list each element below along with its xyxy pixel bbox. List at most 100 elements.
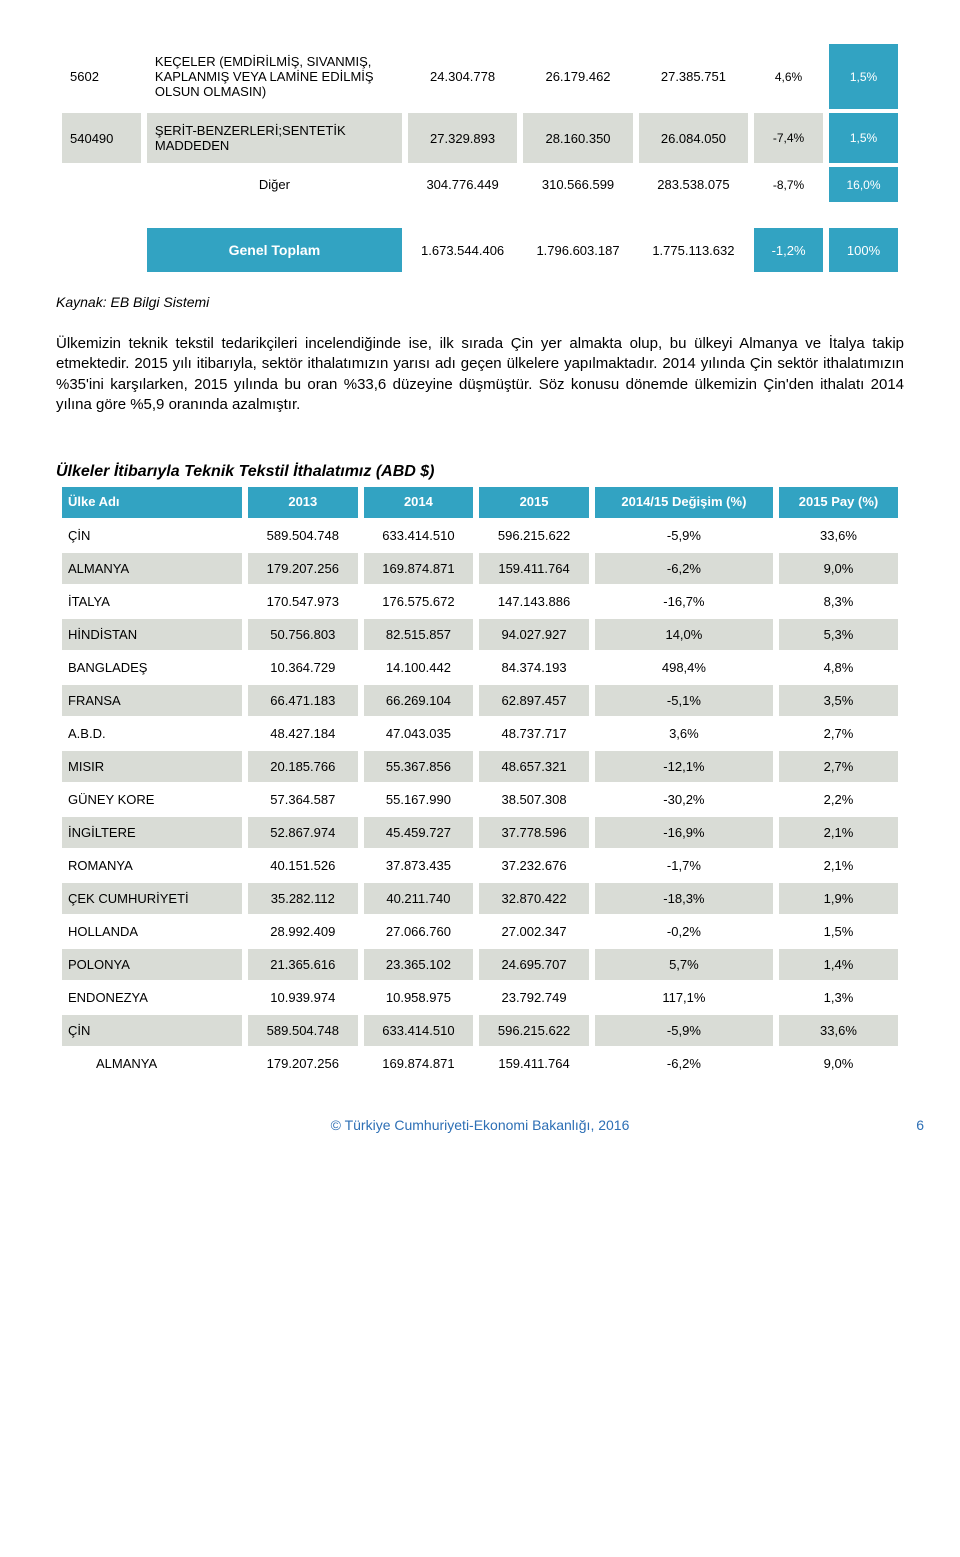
cell-value: 35.282.112 bbox=[248, 883, 358, 914]
cell-value: 66.471.183 bbox=[248, 685, 358, 716]
totals-row: Genel Toplam1.673.544.4061.796.603.1871.… bbox=[62, 228, 898, 272]
cell-value: -0,2% bbox=[595, 916, 773, 947]
cell-value: -1,7% bbox=[595, 850, 773, 881]
cell-country: ROMANYA bbox=[62, 850, 242, 881]
col-2014: 2014 bbox=[364, 487, 474, 518]
table-row: Diğer304.776.449310.566.599283.538.075-8… bbox=[62, 167, 898, 202]
cell-share: 16,0% bbox=[829, 167, 898, 202]
cell-value: 52.867.974 bbox=[248, 817, 358, 848]
table2-title: Ülkeler İtibarıyla Teknik Tekstil İthala… bbox=[56, 463, 904, 481]
cell-value: 28.992.409 bbox=[248, 916, 358, 947]
cell-value: 169.874.871 bbox=[364, 553, 474, 584]
cell-country: İTALYA bbox=[62, 586, 242, 617]
cell-value: 596.215.622 bbox=[479, 520, 589, 551]
cell-value: 24.304.778 bbox=[408, 44, 517, 109]
cell-desc: KEÇELER (EMDİRİLMİŞ, SIVANMIŞ, KAPLANMIŞ… bbox=[147, 44, 402, 109]
cell-code bbox=[62, 167, 141, 202]
cell-value: 117,1% bbox=[595, 982, 773, 1013]
table-row: A.B.D.48.427.18447.043.03548.737.7173,6%… bbox=[62, 718, 898, 749]
col-2013: 2013 bbox=[248, 487, 358, 518]
cell-value: -5,1% bbox=[595, 685, 773, 716]
cell-country: ENDONEZYA bbox=[62, 982, 242, 1013]
cell-value: 596.215.622 bbox=[479, 1015, 589, 1046]
cell-value: 48.737.717 bbox=[479, 718, 589, 749]
cell-value: 179.207.256 bbox=[248, 1048, 358, 1079]
totals-value: 1.673.544.406 bbox=[408, 228, 517, 272]
cell-value: 24.695.707 bbox=[479, 949, 589, 980]
cell-value: 9,0% bbox=[779, 553, 898, 584]
cell-value: 40.151.526 bbox=[248, 850, 358, 881]
cell-change: -7,4% bbox=[754, 113, 823, 163]
cell-country: HOLLANDA bbox=[62, 916, 242, 947]
col-change: 2014/15 Değişim (%) bbox=[595, 487, 773, 518]
cell-value: 304.776.449 bbox=[408, 167, 517, 202]
cell-value: 37.778.596 bbox=[479, 817, 589, 848]
page-content: 5602KEÇELER (EMDİRİLMİŞ, SIVANMIŞ, KAPLA… bbox=[0, 0, 960, 1153]
cell-country: İNGİLTERE bbox=[62, 817, 242, 848]
col-share: 2015 Pay (%) bbox=[779, 487, 898, 518]
source-note: Kaynak: EB Bilgi Sistemi bbox=[56, 294, 904, 310]
cell-value: 48.657.321 bbox=[479, 751, 589, 782]
cell-value: 66.269.104 bbox=[364, 685, 474, 716]
cell-value: 159.411.764 bbox=[479, 553, 589, 584]
cell-value: -16,9% bbox=[595, 817, 773, 848]
cell-value: 37.232.676 bbox=[479, 850, 589, 881]
cell-country: BANGLADEŞ bbox=[62, 652, 242, 683]
footer-copy: © Türkiye Cumhuriyeti-Ekonomi Bakanlığı,… bbox=[331, 1117, 630, 1133]
cell-desc: ŞERİT-BENZERLERİ;SENTETİK MADDEDEN bbox=[147, 113, 402, 163]
cell-value: 20.185.766 bbox=[248, 751, 358, 782]
table-row: 5602KEÇELER (EMDİRİLMİŞ, SIVANMIŞ, KAPLA… bbox=[62, 44, 898, 109]
table-row: POLONYA21.365.61623.365.10224.695.7075,7… bbox=[62, 949, 898, 980]
cell-value: -5,9% bbox=[595, 1015, 773, 1046]
cell-share: 1,5% bbox=[829, 44, 898, 109]
cell-value: 5,7% bbox=[595, 949, 773, 980]
table-row: ROMANYA40.151.52637.873.43537.232.676-1,… bbox=[62, 850, 898, 881]
cell-value: 1,4% bbox=[779, 949, 898, 980]
cell-value: 55.167.990 bbox=[364, 784, 474, 815]
cell-value: 8,3% bbox=[779, 586, 898, 617]
cell-country: ALMANYA bbox=[62, 1048, 242, 1079]
cell-desc: Diğer bbox=[147, 167, 402, 202]
table-row: GÜNEY KORE57.364.58755.167.99038.507.308… bbox=[62, 784, 898, 815]
table-row: ALMANYA179.207.256169.874.871159.411.764… bbox=[62, 1048, 898, 1079]
cell-value: 82.515.857 bbox=[364, 619, 474, 650]
cell-value: 9,0% bbox=[779, 1048, 898, 1079]
cell-value: -30,2% bbox=[595, 784, 773, 815]
table-row: HOLLANDA28.992.40927.066.76027.002.347-0… bbox=[62, 916, 898, 947]
table-row: 540490ŞERİT-BENZERLERİ;SENTETİK MADDEDEN… bbox=[62, 113, 898, 163]
table-row: ÇEK CUMHURİYETİ35.282.11240.211.74032.87… bbox=[62, 883, 898, 914]
cell-value: 633.414.510 bbox=[364, 1015, 474, 1046]
cell-value: 94.027.927 bbox=[479, 619, 589, 650]
table-row: ENDONEZYA10.939.97410.958.97523.792.7491… bbox=[62, 982, 898, 1013]
cell-value: 23.792.749 bbox=[479, 982, 589, 1013]
cell-value: 38.507.308 bbox=[479, 784, 589, 815]
cell-value: -16,7% bbox=[595, 586, 773, 617]
cell-value: 2,2% bbox=[779, 784, 898, 815]
cell-value: 4,8% bbox=[779, 652, 898, 683]
cell-value: 10.364.729 bbox=[248, 652, 358, 683]
cell-value: 170.547.973 bbox=[248, 586, 358, 617]
totals-label: Genel Toplam bbox=[147, 228, 402, 272]
table-row: ÇİN589.504.748633.414.510596.215.622-5,9… bbox=[62, 520, 898, 551]
col-country: Ülke Adı bbox=[62, 487, 242, 518]
cell-value: 2,7% bbox=[779, 751, 898, 782]
cell-value: 10.958.975 bbox=[364, 982, 474, 1013]
cell-value: 589.504.748 bbox=[248, 1015, 358, 1046]
cell-country: A.B.D. bbox=[62, 718, 242, 749]
cell-value: 2,1% bbox=[779, 817, 898, 848]
cell-value: 169.874.871 bbox=[364, 1048, 474, 1079]
cell-country: GÜNEY KORE bbox=[62, 784, 242, 815]
cell-value: 55.367.856 bbox=[364, 751, 474, 782]
cell-value: 14.100.442 bbox=[364, 652, 474, 683]
cell-code: 5602 bbox=[62, 44, 141, 109]
table1: 5602KEÇELER (EMDİRİLMİŞ, SIVANMIŞ, KAPLA… bbox=[56, 40, 904, 276]
cell-value: 26.084.050 bbox=[639, 113, 748, 163]
table-row: İTALYA170.547.973176.575.672147.143.886-… bbox=[62, 586, 898, 617]
cell-value: 5,3% bbox=[779, 619, 898, 650]
cell-value: 3,5% bbox=[779, 685, 898, 716]
cell-value: 27.385.751 bbox=[639, 44, 748, 109]
cell-country: POLONYA bbox=[62, 949, 242, 980]
body-paragraph: Ülkemizin teknik tekstil tedarikçileri i… bbox=[56, 334, 904, 415]
cell-value: 27.329.893 bbox=[408, 113, 517, 163]
cell-country: FRANSA bbox=[62, 685, 242, 716]
